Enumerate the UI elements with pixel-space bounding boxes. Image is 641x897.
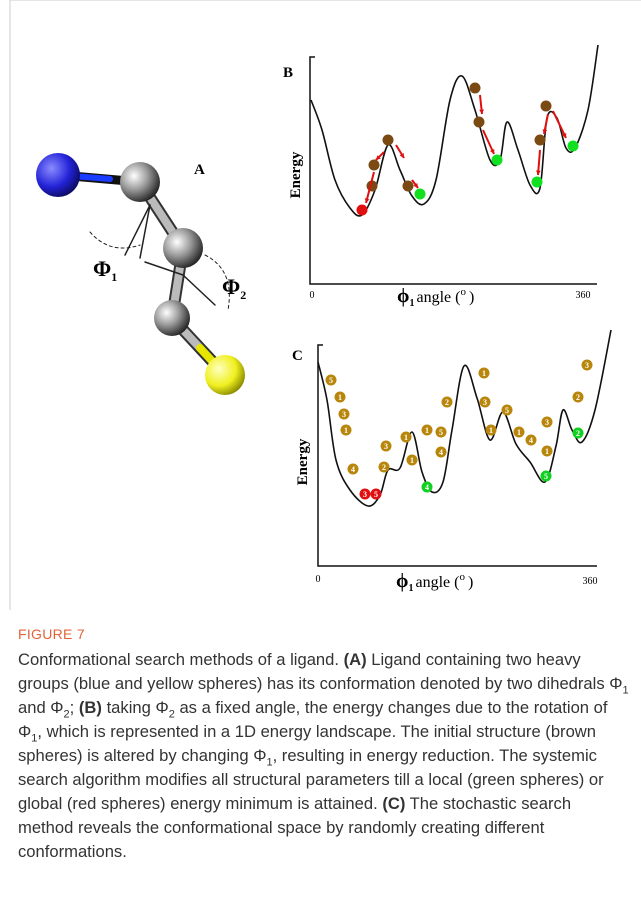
sphere-label: 5	[505, 406, 509, 415]
degree: o	[460, 286, 466, 298]
tick-label: 0	[310, 290, 315, 301]
y-axis-label: Energy	[295, 438, 311, 485]
sphere-label: 2	[576, 393, 580, 402]
sphere	[415, 189, 426, 200]
sphere-label: 2	[382, 463, 386, 472]
arrow-head	[536, 170, 541, 175]
phi-sub: 2	[240, 288, 246, 302]
caption-text: ;	[70, 698, 79, 717]
sphere	[492, 155, 503, 166]
tick-label: 0	[316, 574, 321, 585]
sphere	[403, 181, 414, 192]
sphere	[383, 135, 394, 146]
sphere	[470, 83, 481, 94]
sphere-label: 1	[410, 456, 414, 465]
sphere-label: 4	[529, 436, 533, 445]
sphere-label: 1	[482, 369, 486, 378]
sphere-label: 3	[585, 361, 589, 370]
tick-label: 360	[583, 576, 598, 587]
panel-label: A	[194, 162, 205, 178]
sphere-label: 1	[489, 426, 493, 435]
sphere	[532, 177, 543, 188]
caption-text: Conformational search methods of a ligan…	[18, 650, 344, 669]
sphere-label: 5	[374, 490, 378, 499]
sphere-label: 1	[338, 393, 342, 402]
caption: FIGURE 7 Conformational search methods o…	[18, 622, 630, 864]
energy-curve	[311, 45, 598, 216]
sphere	[474, 117, 485, 128]
phi-sub: 1	[408, 583, 413, 594]
caption-sub: 1	[623, 684, 629, 696]
arrow	[553, 111, 566, 138]
sphere-label: 5	[439, 428, 443, 437]
caption-bold: (C)	[382, 794, 405, 813]
paren: )	[468, 574, 473, 591]
sphere-label: 3	[363, 490, 367, 499]
phi-sub: 1	[111, 270, 117, 284]
sphere-label: 3	[384, 442, 388, 451]
sphere-label: 5	[329, 376, 333, 385]
caption-text: taking Φ	[102, 698, 169, 717]
axes	[318, 345, 597, 566]
phi: Φ	[93, 256, 111, 281]
sphere-label: 5	[544, 472, 548, 481]
figure-label: FIGURE 7	[18, 622, 630, 646]
arrow-head	[479, 109, 484, 114]
paren: )	[469, 289, 474, 306]
sphere-label: 1	[425, 426, 429, 435]
spheres	[357, 83, 579, 216]
phi-label: Φ2	[222, 274, 246, 302]
x-axis-label: ϕ1angle (o)	[396, 570, 473, 594]
sphere	[369, 160, 380, 171]
angle-text: angle (	[416, 289, 460, 306]
sphere	[541, 101, 552, 112]
sphere-label: 3	[342, 410, 346, 419]
sphere-label: 4	[351, 465, 355, 474]
sphere-label: 1	[517, 428, 521, 437]
sphere-label: 3	[483, 398, 487, 407]
caption-text: and Φ	[18, 698, 64, 717]
sphere	[535, 135, 546, 146]
phi-sub: 1	[409, 298, 414, 309]
sphere-label: 4	[425, 483, 429, 492]
sphere-label: 1	[404, 433, 408, 442]
phi: ϕ	[396, 570, 408, 592]
sphere-label: 3	[545, 418, 549, 427]
panel-label: B	[283, 65, 293, 81]
caption-bold: (B)	[79, 698, 102, 717]
page: A Φ1 Φ2 B Energy 0 360 ϕ1angle (o) C Ene…	[0, 0, 641, 897]
figure: A Φ1 Φ2 B Energy 0 360 ϕ1angle (o) C Ene…	[0, 0, 641, 610]
sphere-label: 2	[576, 429, 580, 438]
molecule	[36, 153, 245, 395]
tick-label: 360	[576, 290, 591, 301]
caption-bold: (A)	[344, 650, 367, 669]
sphere-label: 2	[445, 398, 449, 407]
sphere-label: 1	[545, 447, 549, 456]
angle-text: angle (	[415, 574, 459, 591]
panel-label: C	[292, 348, 303, 364]
phi: Φ	[222, 274, 240, 299]
y-axis-label: Energy	[288, 151, 304, 198]
sphere-label: 4	[439, 448, 443, 457]
sphere	[568, 141, 579, 152]
degree: o	[459, 571, 465, 583]
axes	[310, 57, 597, 284]
phi-label: Φ1	[93, 256, 117, 284]
sphere-label: 1	[344, 426, 348, 435]
energy-curve	[318, 330, 611, 506]
sphere	[357, 205, 368, 216]
phi: ϕ	[397, 285, 409, 307]
